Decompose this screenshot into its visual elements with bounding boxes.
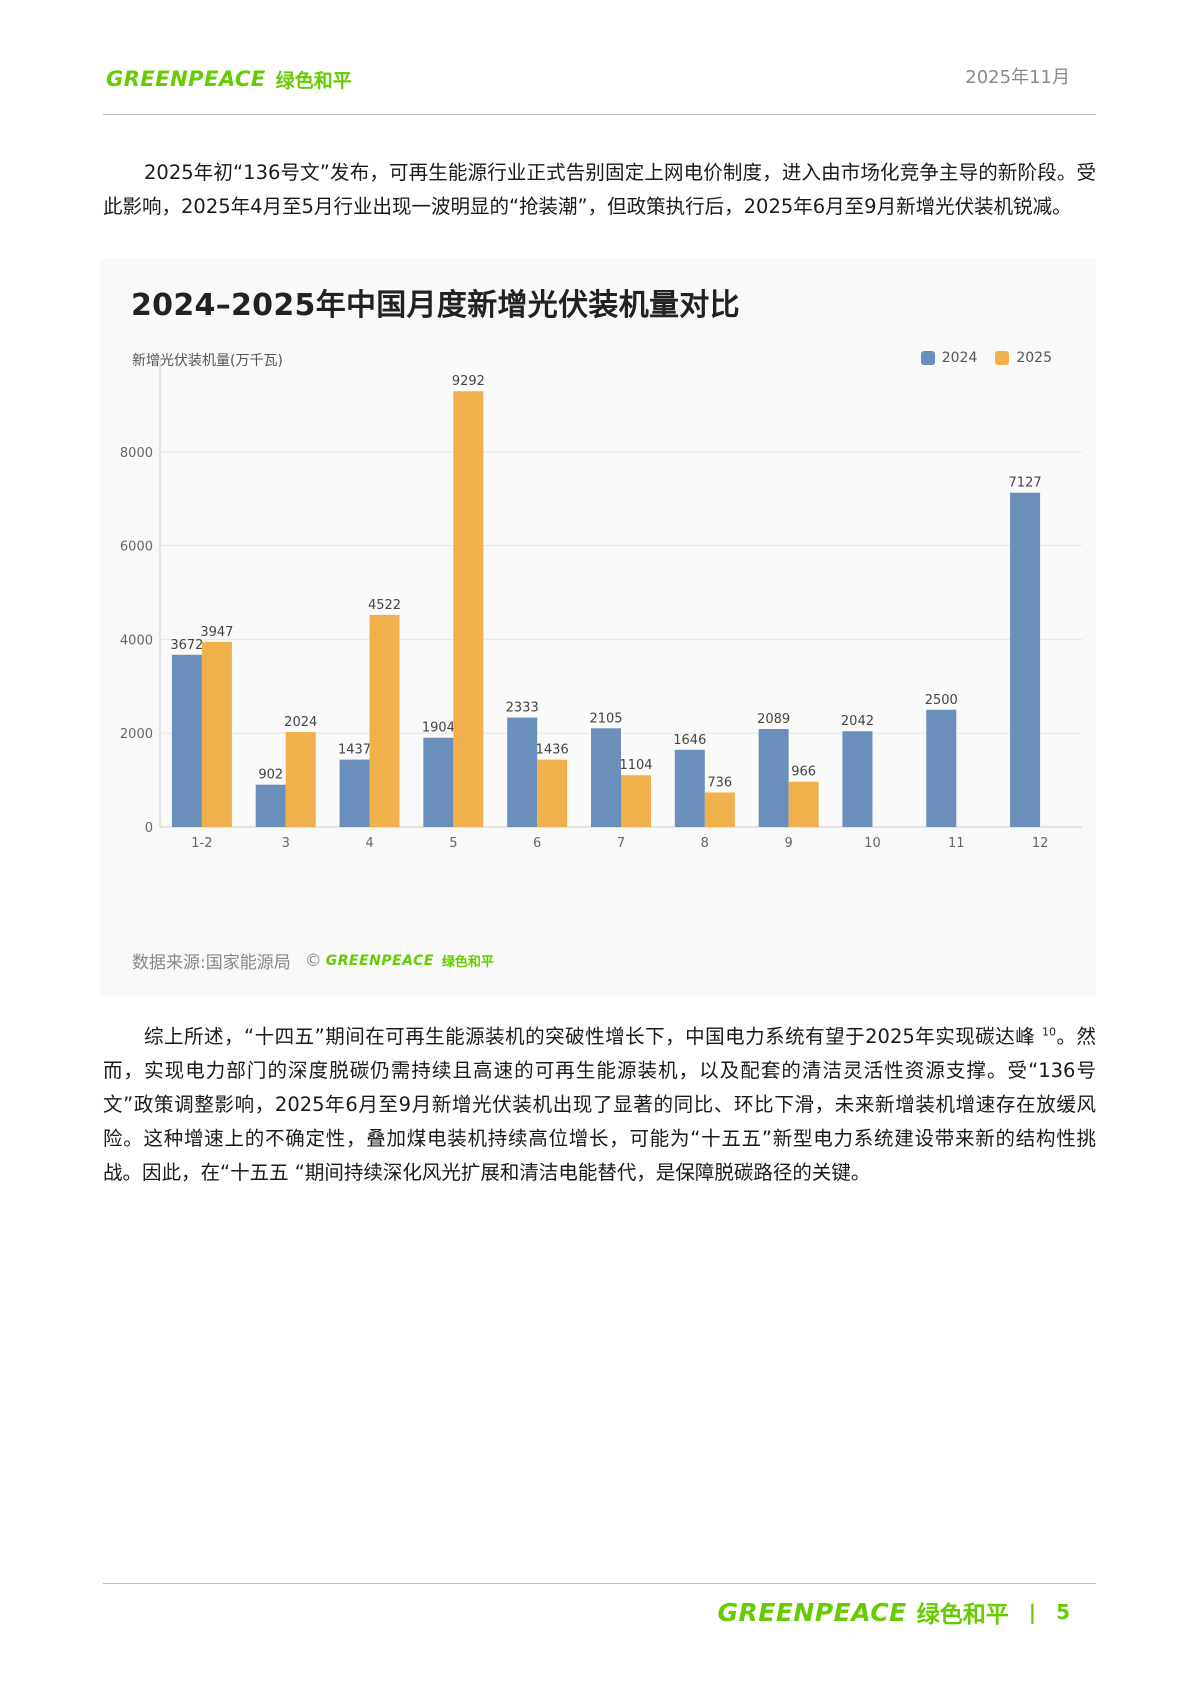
footer-separator: | [1028, 1600, 1037, 1624]
header-divider [103, 114, 1096, 115]
data-label-2024-6: 2333 [506, 701, 539, 716]
y-tick-label: 6000 [120, 540, 153, 555]
x-tick-label: 12 [1032, 836, 1049, 851]
page-number: 5 [1056, 1600, 1070, 1624]
source-label: 数据来源:国家能源局 [132, 953, 291, 973]
bar-2024-12 [1010, 492, 1041, 827]
legend-item-2024: 2024 [920, 350, 978, 366]
y-tick-label: 4000 [120, 633, 153, 648]
x-tick-label: 6 [533, 836, 541, 851]
source-greenpeace-logo-cn: 绿色和平 [441, 955, 494, 970]
legend-swatch-2025 [995, 351, 1010, 365]
footer: GREENPEACE 绿色和平 | 5 [718, 1595, 1071, 1629]
chart-legend: 2024 2025 [920, 350, 1052, 366]
footer-divider [103, 1583, 1096, 1584]
paragraph-intro: 2025年初“136号文”发布，可再生能源行业正式告别固定上网电价制度，进入由市… [103, 161, 1096, 218]
bar-2025-4 [369, 614, 400, 827]
data-label-2024-4: 1437 [338, 743, 371, 758]
data-label-2025-4: 4522 [368, 598, 401, 613]
bar-2025-9 [788, 781, 819, 827]
bar-2024-9 [758, 729, 789, 827]
paragraph-conclusion-part2: 。然而，实现电力部门的深度脱碳仍需持续且高速的可再生能源装机，以及配套的清洁灵活… [103, 1025, 1096, 1184]
bar-2024-5 [423, 737, 454, 827]
data-label-2024-1-2: 3672 [170, 638, 203, 653]
x-tick-label: 11 [948, 836, 965, 851]
bar-2025-7 [621, 775, 651, 827]
bar-2024-1-2 [171, 654, 202, 827]
footer-greenpeace-logo: GREENPEACE [717, 1597, 907, 1627]
bar-2025-8 [704, 792, 735, 827]
data-label-2024-8: 1646 [673, 733, 706, 748]
paragraph-conclusion: 综上所述，“十四五”期间在可再生能源装机的突破性增长下，中国电力系统有望于202… [103, 1020, 1096, 1190]
data-label-2025-3: 2024 [284, 715, 317, 730]
data-label-2025-5: 9292 [452, 374, 485, 389]
data-label-2024-10: 2042 [841, 714, 874, 729]
header-date: 2025年11月 [965, 67, 1070, 88]
data-label-2024-3: 902 [258, 768, 283, 783]
bar-2024-4 [339, 759, 370, 827]
copyright-symbol: © [304, 950, 322, 971]
y-tick-label: 8000 [120, 446, 153, 461]
x-tick-label: 1-2 [191, 836, 212, 851]
paragraph-conclusion-part1: 综上所述，“十四五”期间在可再生能源装机的突破性增长下，中国电力系统有望于202… [144, 1025, 1036, 1048]
legend-swatch-2024 [920, 351, 935, 365]
y-tick-label: 2000 [120, 727, 153, 742]
data-label-2024-5: 1904 [422, 721, 455, 736]
data-label-2024-11: 2500 [925, 693, 958, 708]
chart-title: 2024–2025年中国月度新增光伏装机量对比 [131, 288, 740, 323]
bar-2025-1-2 [201, 641, 232, 827]
x-tick-label: 9 [784, 836, 792, 851]
header-logo: GREENPEACE 绿色和平 [106, 64, 352, 94]
bar-2025-6 [537, 759, 568, 827]
bar-2024-8 [674, 749, 705, 827]
x-tick-label: 3 [282, 836, 290, 851]
x-tick-label: 4 [365, 836, 373, 851]
x-tick-label: 10 [864, 836, 881, 851]
bar-2024-11 [926, 709, 957, 827]
data-label-2025-6: 1436 [536, 743, 569, 758]
bar-2025-5 [453, 391, 484, 827]
bar-2024-7 [591, 728, 621, 827]
chart-panel: 0 2000 4000 6000 8000 3672 3947 1-2 902 2024 3 1437… [100, 258, 1096, 996]
data-label-2025-7: 1104 [619, 758, 652, 773]
bar-2025-3 [285, 732, 316, 827]
footnote-ref: 10 [1041, 1025, 1056, 1039]
data-label-2024-9: 2089 [757, 712, 790, 727]
x-tick-label: 5 [449, 836, 457, 851]
y-axis-label: 新增光伏装机量(万千瓦) [132, 353, 283, 369]
data-label-2025-8: 736 [707, 775, 732, 790]
bar-2024-10 [842, 731, 873, 827]
footer-greenpeace-logo-cn: 绿色和平 [916, 1602, 1009, 1628]
legend-item-2025: 2025 [995, 350, 1052, 366]
source-greenpeace-logo: GREENPEACE [325, 952, 434, 969]
y-tick-label: 0 [145, 821, 153, 836]
bar-2024-3 [255, 784, 286, 827]
x-tick-label: 8 [701, 836, 709, 851]
data-label-2025-9: 966 [791, 765, 816, 780]
legend-label-2024: 2024 [941, 350, 978, 366]
legend-label-2025: 2025 [1016, 350, 1052, 366]
chart-source: 数据来源:国家能源局 © GREENPEACE 绿色和平 [132, 948, 494, 974]
data-label-2025-1-2: 3947 [200, 625, 233, 640]
bar-2024-6 [507, 717, 538, 827]
greenpeace-logo-text: GREENPEACE [106, 67, 266, 91]
data-label-2024-7: 2105 [589, 711, 622, 726]
x-tick-label: 7 [617, 836, 625, 851]
data-label-2024-12: 7127 [1009, 476, 1042, 491]
greenpeace-logo-cn: 绿色和平 [275, 69, 352, 92]
